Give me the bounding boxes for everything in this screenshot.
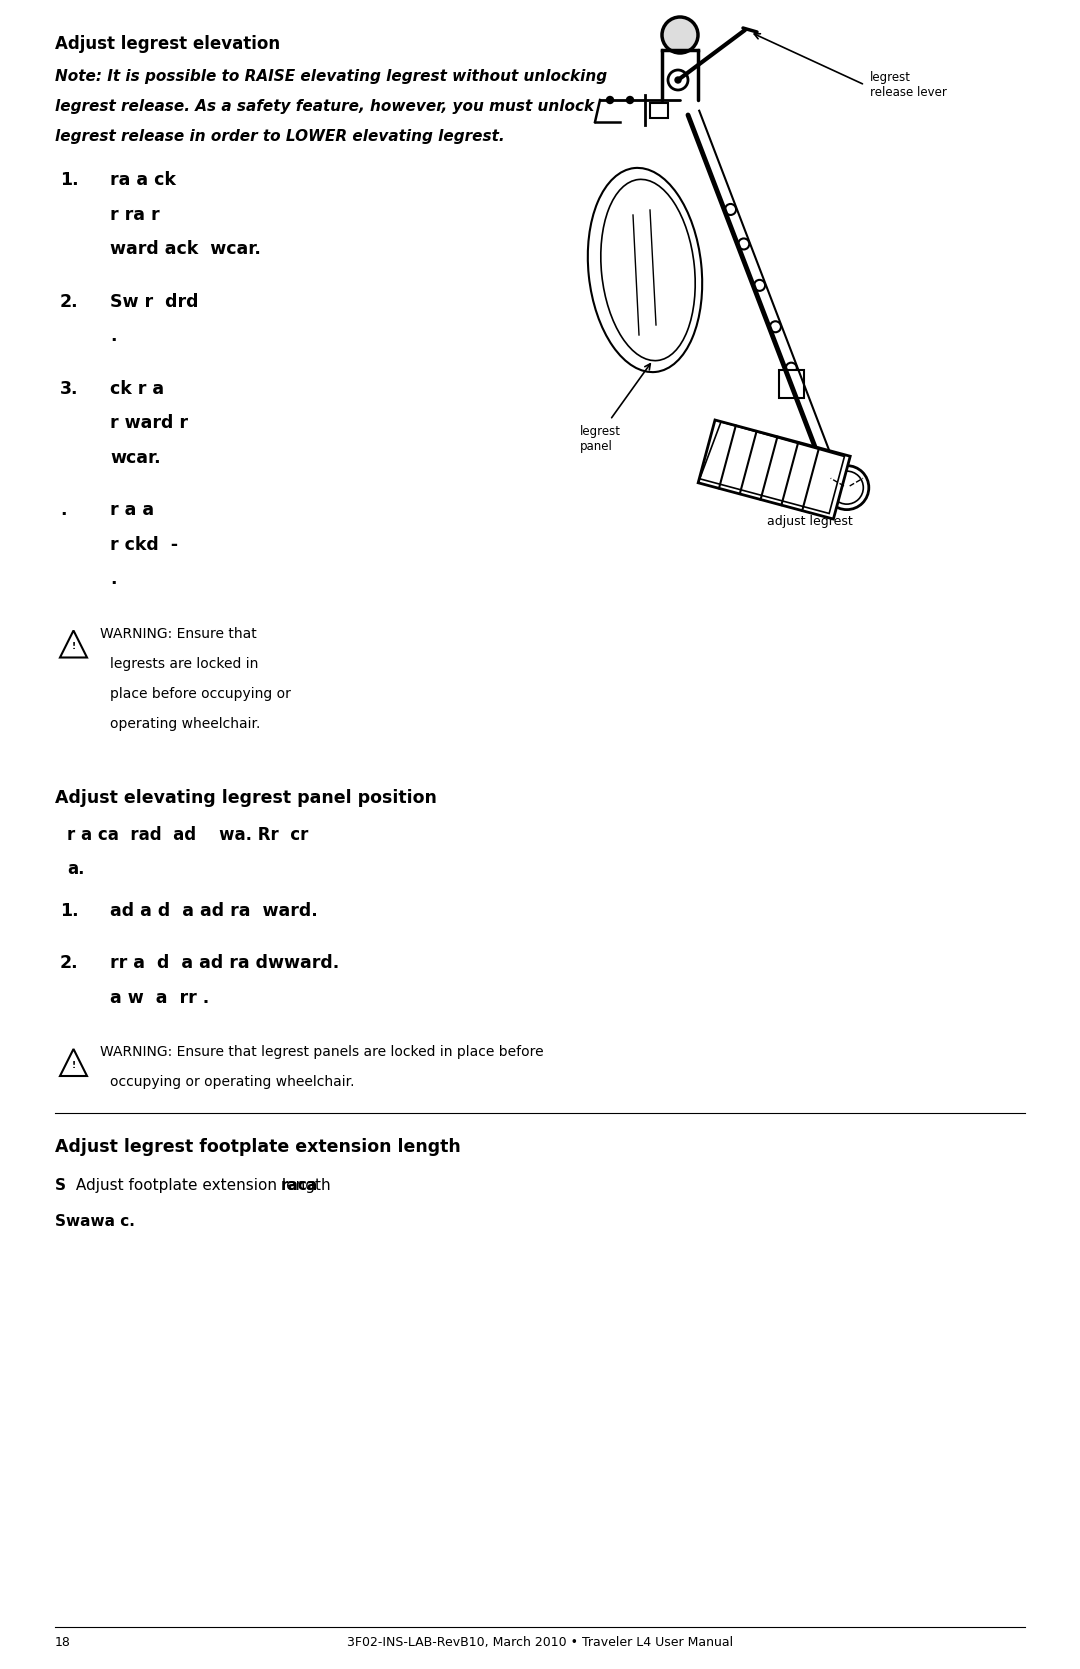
Text: a w  a  rr .: a w a rr . [110, 988, 210, 1006]
Text: 1.: 1. [60, 901, 79, 920]
Text: ra a ck: ra a ck [110, 170, 176, 189]
Text: Adjust elevating legrest panel position: Adjust elevating legrest panel position [55, 788, 437, 806]
Text: Adjust legrest footplate extension length: Adjust legrest footplate extension lengt… [55, 1138, 461, 1157]
Text: rr a  d  a ad ra dwward.: rr a d a ad ra dwward. [110, 955, 339, 971]
Text: !: ! [71, 643, 76, 651]
Polygon shape [698, 421, 850, 519]
Circle shape [626, 97, 634, 103]
Text: operating wheelchair.: operating wheelchair. [110, 716, 260, 731]
Text: 2.: 2. [60, 955, 79, 971]
Text: .: . [110, 571, 117, 587]
Text: legrest
release lever: legrest release lever [870, 72, 947, 98]
Text: .: . [60, 501, 67, 519]
Text: legrest
panel: legrest panel [580, 426, 621, 452]
Text: Adjust legrest elevation: Adjust legrest elevation [55, 35, 280, 53]
Circle shape [662, 17, 698, 53]
Text: r ward r: r ward r [110, 414, 188, 432]
Polygon shape [60, 631, 87, 658]
Text: 18: 18 [55, 1636, 71, 1649]
Circle shape [675, 77, 681, 83]
Text: !: ! [71, 1061, 76, 1070]
Text: r a ca  rad  ad    wa. Rr  cr: r a ca rad ad wa. Rr cr [67, 826, 309, 843]
Text: WARNING: Ensure that legrest panels are locked in place before: WARNING: Ensure that legrest panels are … [100, 1045, 543, 1060]
Text: wcar.: wcar. [110, 449, 161, 467]
Text: Note: It is possible to RAISE elevating legrest without unlocking: Note: It is possible to RAISE elevating … [55, 68, 607, 83]
Text: legrest release in order to LOWER elevating legrest.: legrest release in order to LOWER elevat… [55, 129, 504, 144]
Circle shape [607, 97, 613, 103]
Text: r a a: r a a [110, 501, 154, 519]
Text: .: . [110, 327, 117, 345]
Text: legrest release. As a safety feature, however, you must unlock: legrest release. As a safety feature, ho… [55, 98, 594, 113]
Text: adjust legrest: adjust legrest [767, 516, 853, 527]
Text: Adjust footplate extension length: Adjust footplate extension length [71, 1178, 336, 1193]
Ellipse shape [600, 179, 696, 361]
Text: Swawa c.: Swawa c. [55, 1213, 135, 1228]
Text: ad a d  a ad ra  ward.: ad a d a ad ra ward. [110, 901, 318, 920]
Text: r ckd  -: r ckd - [110, 536, 178, 554]
Text: S: S [55, 1178, 66, 1193]
Text: raca: raca [281, 1178, 319, 1193]
Text: 3F02-INS-LAB-RevB10, March 2010 • Traveler L4 User Manual: 3F02-INS-LAB-RevB10, March 2010 • Travel… [347, 1636, 733, 1649]
Text: Sw r  drd: Sw r drd [110, 292, 199, 310]
Text: 1.: 1. [60, 170, 79, 189]
Text: 2.: 2. [60, 292, 79, 310]
Polygon shape [60, 1050, 87, 1077]
FancyBboxPatch shape [779, 371, 804, 399]
Text: occupying or operating wheelchair.: occupying or operating wheelchair. [110, 1075, 354, 1088]
Text: 3.: 3. [60, 379, 79, 397]
Text: legrests are locked in: legrests are locked in [110, 656, 258, 671]
FancyBboxPatch shape [650, 103, 669, 118]
Text: a.: a. [67, 860, 84, 878]
Text: r ra r: r ra r [110, 205, 160, 224]
Text: WARNING: Ensure that: WARNING: Ensure that [100, 626, 257, 641]
Text: place before occupying or: place before occupying or [110, 686, 291, 701]
Ellipse shape [588, 169, 702, 372]
Text: ck r a: ck r a [110, 379, 164, 397]
Text: ward ack  wcar.: ward ack wcar. [110, 240, 261, 259]
